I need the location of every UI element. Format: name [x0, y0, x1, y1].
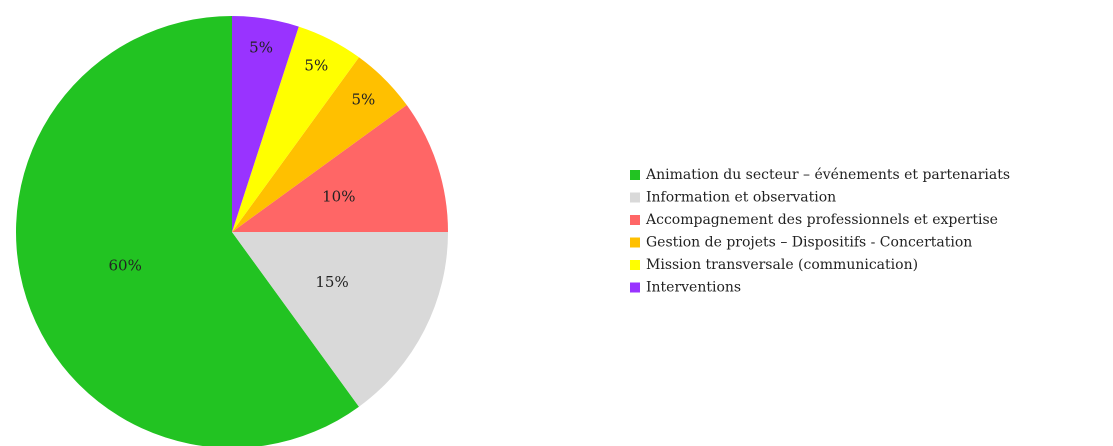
legend-label: Mission transversale (communication): [646, 257, 918, 273]
legend-label: Accompagnement des professionnels et exp…: [645, 212, 998, 228]
legend-label: Interventions: [646, 280, 741, 296]
legend-label: Information et observation: [646, 190, 836, 206]
pie-slice: [232, 16, 299, 232]
slice-label: 60%: [109, 257, 142, 275]
slice-label: 5%: [249, 39, 273, 57]
slice-label: 5%: [351, 91, 375, 109]
legend-label: Gestion de projets – Dispositifs - Conce…: [646, 235, 972, 251]
pie-slice: [232, 26, 359, 232]
pie-slice: [232, 232, 448, 407]
legend-swatch: [630, 170, 640, 180]
legend-swatch: [630, 237, 640, 248]
legend-label: Animation du secteur – événements et par…: [645, 167, 1010, 183]
pie-slice: [16, 16, 359, 446]
legend-swatch: [630, 260, 640, 270]
slice-label: 15%: [315, 273, 348, 291]
legend-swatch: [630, 282, 640, 293]
pie-slice: [232, 57, 407, 232]
legend-swatch: [630, 215, 640, 225]
legend-swatch: [630, 192, 640, 203]
slice-label: 5%: [304, 56, 328, 74]
slice-label: 10%: [322, 187, 355, 205]
pie-slice: [232, 105, 448, 232]
